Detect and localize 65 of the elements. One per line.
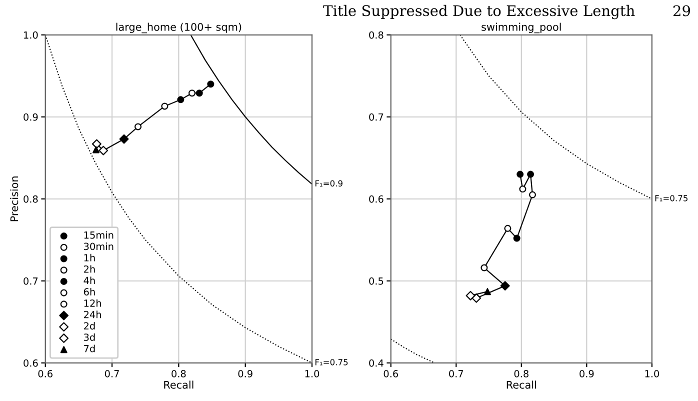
y-tick-label: 0.5 xyxy=(369,277,384,285)
point xyxy=(119,134,129,144)
legend-label: 7d xyxy=(84,344,95,352)
point xyxy=(480,264,488,272)
point xyxy=(527,170,534,178)
point xyxy=(196,90,203,97)
point xyxy=(92,146,100,154)
point xyxy=(519,186,526,193)
point xyxy=(466,290,476,300)
point xyxy=(188,90,196,97)
text: 29 xyxy=(673,5,690,16)
y-tick-label: 0.8 xyxy=(369,31,384,39)
point xyxy=(472,293,482,303)
x-tick-label: 0.9 xyxy=(238,370,252,378)
x-tick-label: 0.8 xyxy=(172,370,186,378)
point xyxy=(134,123,142,130)
legend-label: 15min xyxy=(84,231,114,239)
y-tick-label: 0.8 xyxy=(24,195,38,203)
y-tick-label: 0.9 xyxy=(24,113,38,121)
point xyxy=(504,224,512,232)
point xyxy=(161,102,168,110)
series-label: F₁=0.75 xyxy=(655,195,688,202)
point xyxy=(529,191,536,198)
x-tick-label: 0.9 xyxy=(580,370,594,378)
legend-label: 2d xyxy=(84,322,95,330)
x-tick-label: 0.6 xyxy=(384,370,398,378)
series-label: F₁=0.75 xyxy=(315,359,348,366)
chart-title: swimming_pool xyxy=(482,22,561,34)
legend-label: 2h xyxy=(84,265,95,273)
legend-label: 4h xyxy=(84,276,95,284)
line-series xyxy=(190,34,312,185)
point xyxy=(484,288,491,296)
x-axis-title: Recall xyxy=(164,380,194,389)
line-series xyxy=(460,34,652,200)
point xyxy=(177,96,184,104)
legend-label: 12h xyxy=(84,299,101,307)
x-axis-title: Recall xyxy=(506,380,536,389)
x-tick-label: 0.7 xyxy=(104,370,119,378)
point xyxy=(513,234,520,242)
point xyxy=(207,80,214,88)
y-tick-label: 1.0 xyxy=(24,31,38,39)
x-tick-label: 1.0 xyxy=(645,370,660,378)
x-tick-label: 1.0 xyxy=(305,370,320,378)
point xyxy=(500,281,510,291)
point xyxy=(92,139,102,149)
legend-label: 1h xyxy=(84,254,95,262)
series-label: F₁=0.9 xyxy=(315,180,342,187)
x-tick-label: 0.7 xyxy=(449,370,464,378)
y-axis-title: Precision xyxy=(10,176,18,222)
text: Title Suppressed Due to Excessive Length xyxy=(323,4,635,20)
point xyxy=(516,170,524,178)
legend-label: 3d xyxy=(84,333,95,341)
legend-label: 30min xyxy=(84,242,114,250)
x-tick-label: 0.8 xyxy=(514,370,528,378)
point xyxy=(98,146,108,156)
y-tick-label: 0.6 xyxy=(24,359,38,367)
y-tick-label: 0.4 xyxy=(369,359,384,367)
y-tick-label: 0.7 xyxy=(24,277,38,285)
x-tick-label: 0.6 xyxy=(38,370,52,378)
y-tick-label: 0.6 xyxy=(369,195,384,203)
legend-label: 6h xyxy=(84,288,95,296)
line-series xyxy=(390,338,436,363)
y-tick-label: 0.7 xyxy=(369,113,384,121)
legend-label: 24h xyxy=(84,310,101,318)
chart-title: large_home (100+ sqm) xyxy=(116,22,242,34)
